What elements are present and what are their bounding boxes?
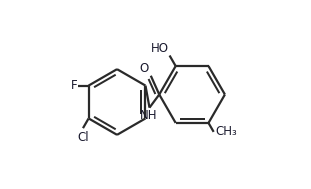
Text: HO: HO (151, 42, 169, 55)
Text: CH₃: CH₃ (215, 125, 237, 138)
Text: NH: NH (140, 109, 157, 122)
Text: Cl: Cl (77, 131, 89, 144)
Text: F: F (71, 79, 77, 92)
Text: O: O (140, 62, 149, 75)
